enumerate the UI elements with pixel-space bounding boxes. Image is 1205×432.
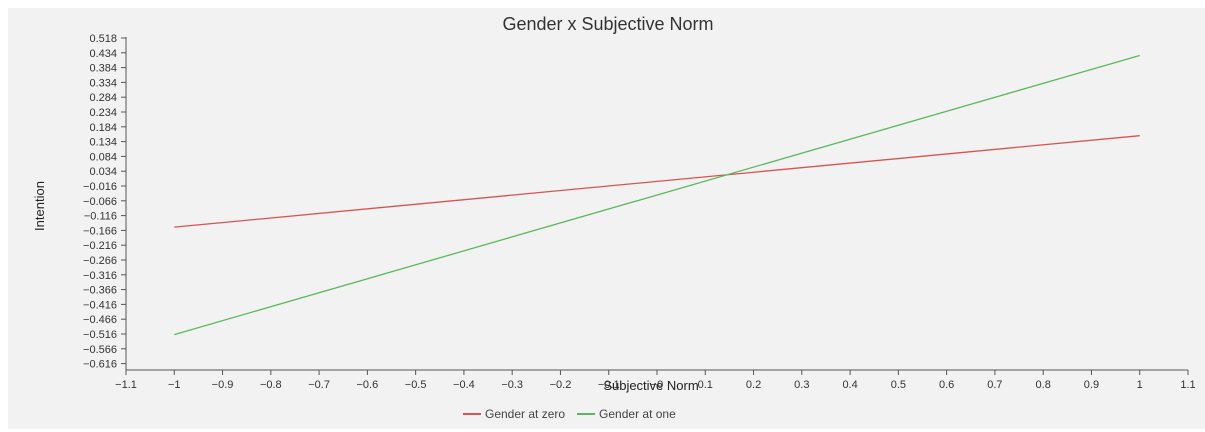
x-tick-label: 0.3: [794, 379, 809, 391]
legend: Gender at zero Gender at one: [463, 407, 676, 421]
y-tick-label: −0.266: [83, 255, 117, 267]
y-tick-label: −0.066: [83, 196, 117, 208]
x-tick-label: 0.2: [746, 379, 761, 391]
y-tick-label: 0.084: [89, 151, 117, 163]
x-tick-label: 0.6: [939, 379, 954, 391]
y-tick-label: 0.334: [89, 77, 117, 89]
x-tick-label: −1.1: [115, 379, 137, 391]
y-tick-label: −0.166: [83, 225, 117, 237]
y-tick-label: 0.184: [89, 122, 117, 134]
x-axis-ticks: −1.1 −1 −0.9 −0.8 −0.7 −0.6 −0.5 −0.4 −0.3 −0.2 −0…: [115, 370, 1196, 391]
y-axis-title: Intention: [32, 181, 47, 231]
x-tick-label: 0.1: [698, 379, 713, 391]
y-tick-label: −0.116: [84, 211, 117, 223]
y-tick-label: −0.616: [83, 359, 117, 371]
x-tick-label: 0.5: [891, 379, 906, 391]
series-line-gender-at-one: [174, 54, 1140, 336]
y-tick-label: 0.234: [89, 107, 117, 119]
x-tick-label: −0.7: [308, 379, 330, 391]
series-line-gender-at-zero: [174, 135, 1140, 228]
y-axis-ticks: 0.518 0.434 0.384 0.334 0.284 0.234 0.184 0.134…: [83, 33, 126, 371]
x-tick-label: −0.6: [357, 379, 379, 391]
y-tick-label: 0.434: [89, 48, 117, 60]
y-tick-label: −0.516: [83, 329, 117, 341]
chart-panel: Gender x Subjective Norm Intention Subje…: [8, 8, 1205, 429]
y-tick-label: −0.366: [83, 285, 117, 297]
y-tick-label: 0.134: [89, 137, 117, 149]
y-tick-label: −0.466: [83, 314, 117, 326]
series-lines: [174, 54, 1140, 336]
legend-label-gender-at-one: Gender at one: [599, 407, 676, 421]
y-tick-label: −0.416: [83, 299, 117, 311]
y-tick-label: 0.284: [89, 92, 117, 104]
x-tick-label: 1: [1137, 379, 1143, 391]
y-tick-label: 0.384: [89, 63, 117, 75]
y-tick-label: −0.566: [83, 344, 117, 356]
x-tick-label: −0.8: [260, 379, 282, 391]
x-tick-label: 0.4: [842, 379, 857, 391]
y-tick-label: −0.316: [83, 270, 117, 282]
y-tick-label: 0.034: [89, 166, 117, 178]
x-axis-title: Subjective Norm: [603, 378, 698, 393]
chart-title: Gender x Subjective Norm: [502, 14, 713, 34]
chart-svg: Gender x Subjective Norm Intention Subje…: [32, 14, 1196, 421]
x-tick-label: −0.3: [501, 379, 523, 391]
x-tick-label: 0.8: [1036, 379, 1051, 391]
y-tick-label: −0.016: [83, 181, 117, 193]
x-tick-label: −0.1: [598, 379, 620, 391]
x-tick-label: −0.9: [212, 379, 234, 391]
x-tick-label: −0.5: [405, 379, 427, 391]
x-tick-label: −0.4: [453, 379, 475, 391]
x-tick-label: 1.1: [1180, 379, 1195, 391]
x-tick-label: 0.7: [987, 379, 1002, 391]
y-tick-label: 0.518: [89, 33, 117, 45]
x-tick-label: −1: [168, 379, 181, 391]
x-tick-label: 0.9: [1084, 379, 1099, 391]
x-tick-label: −0.2: [550, 379, 572, 391]
x-tick-label: −0: [651, 379, 664, 391]
legend-label-gender-at-zero: Gender at zero: [485, 407, 565, 421]
y-tick-label: −0.216: [83, 240, 117, 252]
